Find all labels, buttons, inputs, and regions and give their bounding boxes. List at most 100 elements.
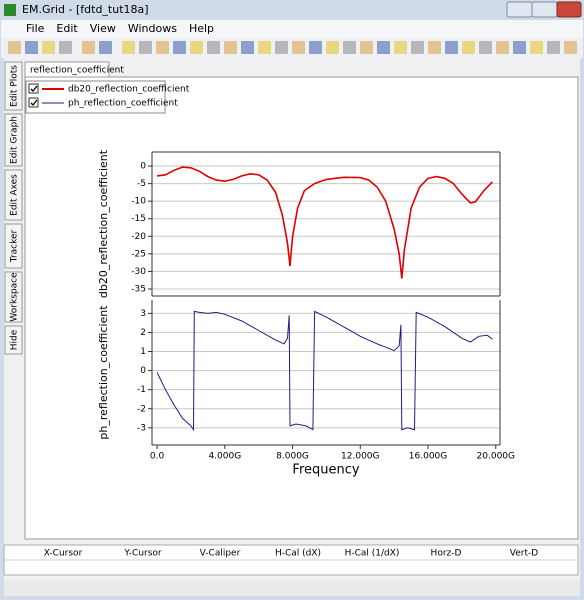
column-header: Vert-D <box>510 549 538 559</box>
menu-item[interactable]: View <box>90 22 116 35</box>
menu-item[interactable]: Help <box>189 22 214 35</box>
legend-checkbox[interactable] <box>28 97 39 108</box>
toolbar-button[interactable] <box>207 41 220 54</box>
toolbar-button[interactable] <box>462 41 475 54</box>
x-tick-label: 4.000G <box>208 452 241 462</box>
toolbar-button[interactable] <box>59 41 72 54</box>
menu-item[interactable]: Windows <box>128 22 177 35</box>
menu-bar <box>1 20 583 38</box>
legend-label: ph_reflection_coefficient <box>68 99 178 109</box>
toolbar-button[interactable] <box>82 41 95 54</box>
legend-check <box>30 85 38 92</box>
data-line <box>156 166 493 279</box>
y-tick-label: -5 <box>137 179 146 189</box>
side-tab-label: Tracker <box>10 229 20 263</box>
y-tick-label: -3 <box>137 423 146 433</box>
minimize-button[interactable] <box>506 1 533 18</box>
toolbar-button[interactable] <box>292 41 305 54</box>
x-tick-label: 12.000G <box>341 452 379 462</box>
y-tick-label: -35 <box>131 284 146 294</box>
toolbar-button[interactable] <box>275 41 288 54</box>
y-axis-label: db20_reflection_coefficient <box>97 149 110 298</box>
toolbar-button[interactable] <box>377 41 390 54</box>
toolbar-button[interactable] <box>394 41 407 54</box>
y-tick-label: 0 <box>140 162 146 172</box>
toolbar-button[interactable] <box>156 41 169 54</box>
toolbar-button[interactable] <box>326 41 339 54</box>
toolbar-button[interactable] <box>513 41 526 54</box>
side-tab[interactable] <box>4 271 23 323</box>
toolbar-button[interactable] <box>42 41 55 54</box>
y-tick-label: -2 <box>137 404 146 414</box>
column-header: H-Cal (1/dX) <box>345 549 400 559</box>
toolbar-button[interactable] <box>122 41 135 54</box>
menu-item[interactable]: Edit <box>56 22 78 35</box>
column-header: Horz-D <box>431 549 462 559</box>
y-tick-label: 0 <box>140 366 146 376</box>
side-tab-label: Edit Plots <box>10 65 20 107</box>
toolbar-button[interactable] <box>343 41 356 54</box>
side-tab[interactable] <box>4 325 23 355</box>
toolbar-button[interactable] <box>8 41 21 54</box>
close-button[interactable] <box>556 1 582 18</box>
y-tick-label: -20 <box>131 232 146 242</box>
plot-panel <box>24 76 579 540</box>
y-tick-label: -30 <box>131 267 146 277</box>
toolbar-button[interactable] <box>530 41 543 54</box>
toolbar-button[interactable] <box>224 41 237 54</box>
column-header: X-Cursor <box>44 549 83 559</box>
y-tick-label: -15 <box>131 214 146 224</box>
maximize-button[interactable] <box>531 1 558 18</box>
menu-item[interactable]: File <box>26 22 45 35</box>
side-tab[interactable] <box>4 223 23 269</box>
toolbar-button[interactable] <box>241 41 254 54</box>
column-header: H-Cal (dX) <box>275 549 321 559</box>
x-tick-label: 0.0 <box>150 452 165 462</box>
y-tick-label: -10 <box>131 197 146 207</box>
window-title: EM.Grid - [fdtd_tut18a] <box>22 3 149 16</box>
legend <box>25 80 166 114</box>
legend-check <box>30 99 38 106</box>
toolbar-button[interactable] <box>190 41 203 54</box>
toolbar-button[interactable] <box>139 41 152 54</box>
toolbar-button[interactable] <box>309 41 322 54</box>
side-tab[interactable] <box>4 61 23 111</box>
tab-label: reflection_coefficient <box>30 66 124 76</box>
y-tick-label: 2 <box>140 328 146 338</box>
x-tick-label: 16.000G <box>409 452 447 462</box>
x-tick-label: 8.000G <box>276 452 309 462</box>
side-tab[interactable] <box>4 169 23 221</box>
column-header: V-Caliper <box>200 549 241 559</box>
y-tick-label: 1 <box>140 347 146 357</box>
data-line <box>156 310 493 432</box>
toolbar-button[interactable] <box>411 41 424 54</box>
legend-checkbox[interactable] <box>28 83 39 94</box>
toolbar-button[interactable] <box>547 41 560 54</box>
x-axis-label: Frequency <box>292 463 359 478</box>
x-tick-label: 20.000G <box>477 452 515 462</box>
toolbar-button[interactable] <box>25 41 38 54</box>
y-axis-label: ph_reflection_coefficient <box>97 305 110 440</box>
toolbar-button[interactable] <box>496 41 509 54</box>
y-tick-label: -1 <box>137 385 146 395</box>
side-tab-label: Workspace <box>10 272 20 322</box>
app-icon <box>4 4 16 16</box>
y-tick-label: 3 <box>140 309 146 319</box>
toolbar-button[interactable] <box>564 41 577 54</box>
toolbar-button[interactable] <box>360 41 373 54</box>
toolbar-button[interactable] <box>99 41 112 54</box>
side-tab-label: Edit Graph <box>10 116 20 164</box>
status-bar <box>4 580 580 596</box>
side-tab[interactable] <box>4 113 23 167</box>
legend-label: db20_reflection_coefficient <box>68 85 190 95</box>
column-header: Y-Cursor <box>123 549 162 559</box>
y-tick-label: -25 <box>131 249 146 259</box>
toolbar-button[interactable] <box>258 41 271 54</box>
toolbar-button[interactable] <box>479 41 492 54</box>
toolbar-button[interactable] <box>445 41 458 54</box>
toolbar-button[interactable] <box>173 41 186 54</box>
side-tab-label: Edit Axes <box>10 174 20 216</box>
side-tab-label: Hide <box>10 329 20 350</box>
toolbar-button[interactable] <box>428 41 441 54</box>
